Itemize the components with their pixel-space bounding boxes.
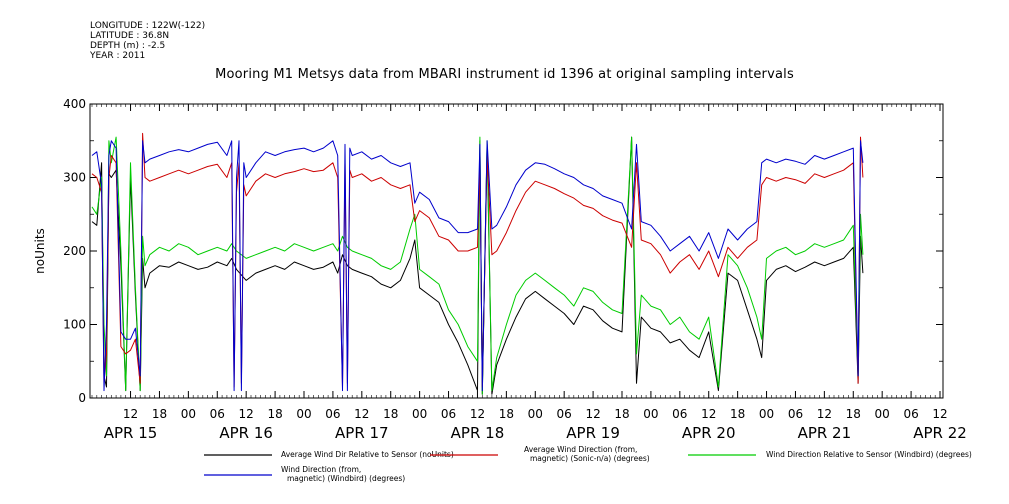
x-tick-label: 18 (267, 407, 282, 421)
x-tick-label: 12 (123, 407, 138, 421)
x-tick-label: 06 (557, 407, 572, 421)
x-tick-label: 12 (354, 407, 369, 421)
x-date-label: APR 17 (335, 424, 389, 442)
series-line-2 (91, 136, 864, 395)
x-tick-label: 00 (181, 407, 196, 421)
x-tick-label: 18 (499, 407, 514, 421)
x-date-label: APR 20 (682, 424, 736, 442)
x-date-label: APR 15 (104, 424, 158, 442)
legend-label: magnetic) (Windbird) (degrees) (287, 474, 405, 483)
year-label: YEAR : 2011 (90, 51, 146, 61)
x-tick-label: 18 (846, 407, 861, 421)
y-tick-label: 0 (78, 391, 86, 405)
x-date-label: APR 21 (798, 424, 852, 442)
y-tick-label: 400 (63, 97, 86, 111)
legend-label: Wind Direction (from, (281, 465, 361, 474)
x-tick-label: 12 (585, 407, 600, 421)
series-line-0 (91, 140, 864, 392)
x-date-label: APR 18 (451, 424, 505, 442)
y-tick-label: 200 (63, 244, 86, 258)
metadata-block: LONGITUDE : 122W(-122) LATITUDE : 36.8N … (90, 21, 205, 61)
x-tick-label: 12 (239, 407, 254, 421)
series-line-3 (91, 136, 864, 395)
y-tick-label: 100 (63, 318, 86, 332)
x-tick-label: 18 (152, 407, 167, 421)
x-tick-label: 00 (759, 407, 774, 421)
x-tick-label: 18 (383, 407, 398, 421)
x-tick-label: 06 (788, 407, 803, 421)
x-tick-label: 00 (643, 407, 658, 421)
y-axis-label: noUnits (33, 228, 47, 274)
legend-label: Wind Direction Relative to Sensor (Windb… (766, 450, 972, 459)
legend-label: Average Wind Direction (from, (524, 445, 637, 454)
x-tick-label: 18 (730, 407, 745, 421)
legend-label: magnetic) (Sonic-n/a) (degrees) (530, 454, 650, 463)
x-tick-label: 06 (441, 407, 456, 421)
x-tick-label: 12 (932, 407, 947, 421)
x-tick-label: 06 (672, 407, 687, 421)
x-date-label: APR 22 (913, 424, 967, 442)
x-tick-label: 00 (296, 407, 311, 421)
x-tick-label: 06 (325, 407, 340, 421)
x-date-label: APR 16 (219, 424, 273, 442)
x-tick-label: 00 (528, 407, 543, 421)
x-tick-label: 00 (875, 407, 890, 421)
x-date-label: APR 19 (566, 424, 620, 442)
x-tick-label: 06 (903, 407, 918, 421)
x-tick-label: 12 (470, 407, 485, 421)
x-tick-label: 18 (614, 407, 629, 421)
x-tick-label: 12 (701, 407, 716, 421)
x-tick-label: 00 (412, 407, 427, 421)
plot-frame (89, 103, 944, 399)
y-tick-label: 300 (63, 171, 86, 185)
longitude-label: LONGITUDE : 122W(-122) (90, 21, 206, 31)
x-tick-label: 06 (210, 407, 225, 421)
depth-label: DEPTH (m) : -2.5 (90, 41, 166, 51)
legend-label: Average Wind Dir Relative to Sensor (noU… (281, 450, 454, 459)
series-line-1 (91, 132, 864, 388)
latitude-label: LATITUDE : 36.8N (90, 31, 170, 41)
chart-title: Mooring M1 Metsys data from MBARI instru… (215, 67, 794, 82)
x-tick-label: 12 (817, 407, 832, 421)
